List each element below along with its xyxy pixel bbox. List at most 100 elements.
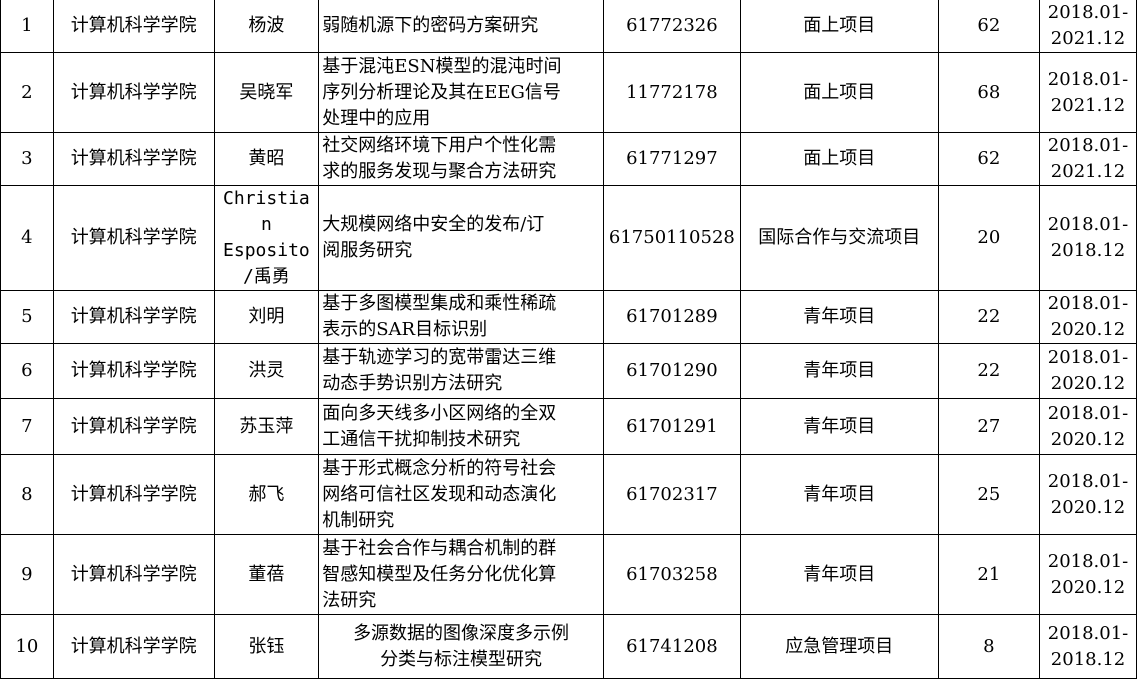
project-code-cell: 61701289: [602, 290, 741, 344]
period-cell-line: 2018.01-: [1047, 402, 1129, 424]
funding-amount-cell: 27: [937, 398, 1041, 455]
project-title-cell-line: 工通信干扰抑制技术研究: [322, 428, 521, 450]
row-number: 5: [0, 290, 54, 344]
project-title-cell-line: 分类与标注模型研究: [380, 648, 543, 670]
funding-amount-cell: 62: [937, 0, 1041, 53]
leader-cell-line: 董蓓: [248, 563, 285, 585]
leader-cell: 黄昭: [213, 132, 320, 186]
funding-amount-cell: 20: [937, 185, 1041, 291]
period-cell: 2018.01- 2020.12: [1039, 454, 1137, 535]
table-row: 1 计算机科学学院 杨波 弱随机源下的密码方案研究 61772326 面上项目 62 2018…: [0, 0, 1137, 53]
project-title-cell-line: 表示的SAR目标识别: [322, 319, 488, 340]
funding-amount-cell: 8: [937, 614, 1041, 679]
project-title-cell-line: 基于形式概念分析的符号社会: [322, 457, 557, 479]
funding-amount-cell: 22: [937, 343, 1041, 399]
project-title-cell-line: 多源数据的图像深度多示例: [353, 622, 570, 644]
period-cell-line: 2020.12: [1050, 576, 1126, 598]
row-number: 7: [0, 398, 54, 455]
college-cell: 计算机科学学院: [52, 343, 215, 399]
row-number: 8: [0, 454, 54, 535]
table-row: 2 计算机科学学院 吴晓军 基于混沌ESN模型的混沌时间 序列分析理论及其在EEG信号处…: [0, 52, 1137, 133]
project-title-cell-line: 弱随机源下的密码方案研究: [322, 15, 539, 36]
project-type-cell: 面上项目: [739, 0, 939, 53]
project-code-cell: 61772326: [602, 0, 741, 53]
project-type-cell: 青年项目: [739, 534, 939, 615]
funding-amount-cell: 25: [937, 454, 1041, 535]
project-title-cell: 基于社会合作与耦合机制的群 智感知模型及任务分化优化算 法研究: [318, 534, 604, 615]
project-title-cell-line: 基于混沌ESN模型的混沌时间: [322, 55, 562, 77]
leader-cell-line: 黄昭: [248, 148, 285, 169]
project-title-cell: 基于形式概念分析的符号社会 网络可信社区发现和动态演化 机制研究: [318, 454, 604, 535]
period-cell: 2018.01- 2018.12: [1039, 185, 1137, 291]
project-title-cell: 面向多天线多小区网络的全双 工通信干扰抑制技术研究: [318, 398, 604, 455]
leader-cell-line: 洪灵: [248, 360, 285, 381]
funding-amount-cell: 68: [937, 52, 1041, 133]
leader-cell-line: 刘明: [248, 306, 285, 327]
leader-cell-line: 杨波: [248, 15, 285, 36]
leader-cell: 郝飞: [213, 454, 320, 535]
project-title-cell-line: 动态手势识别方法研究: [322, 373, 503, 394]
table-row: 5 计算机科学学院 刘明 基于多图模型集成和乘性稀疏 表示的SAR目标识别 6170128…: [0, 290, 1137, 344]
project-code-cell: 61701291: [602, 398, 741, 455]
project-type-cell: 国际合作与交流项目: [739, 185, 939, 291]
period-cell-line: 2021.12: [1050, 161, 1126, 182]
project-type-cell: 青年项目: [739, 343, 939, 399]
project-code-cell: 61771297: [602, 132, 741, 186]
project-title-cell-line: 大规模网络中安全的发布/订: [322, 214, 545, 235]
leader-cell-line: Christia: [223, 188, 310, 209]
period-cell: 2018.01- 2020.12: [1039, 290, 1137, 344]
period-cell: 2018.01- 2021.12: [1039, 132, 1137, 186]
leader-cell-line: n: [260, 214, 272, 235]
project-title-cell-line: 序列分析理论及其在EEG信号: [322, 81, 561, 103]
table-row: 6 计算机科学学院 洪灵 基于轨迹学习的宽带雷达三维 动态手势识别方法研究 6170129…: [0, 343, 1137, 399]
leader-cell: 张钰: [213, 614, 320, 679]
project-title-cell-line: 阅服务研究: [322, 240, 413, 261]
leader-cell: 苏玉萍: [213, 398, 320, 455]
project-type-cell: 面上项目: [739, 132, 939, 186]
project-title-cell: 基于多图模型集成和乘性稀疏 表示的SAR目标识别: [318, 290, 604, 344]
college-cell: 计算机科学学院: [52, 185, 215, 291]
funding-amount-cell: 62: [937, 132, 1041, 186]
project-code-cell: 11772178: [602, 52, 741, 133]
project-title-cell-line: 基于社会合作与耦合机制的群: [322, 537, 557, 559]
funding-amount-cell: 22: [937, 290, 1041, 344]
project-title-cell-line: 智感知模型及任务分化优化算: [322, 563, 557, 585]
period-cell-line: 2020.12: [1050, 319, 1126, 340]
leader-cell-line: 吴晓军: [239, 81, 294, 103]
college-cell: 计算机科学学院: [52, 52, 215, 133]
period-cell: 2018.01- 2021.12: [1039, 52, 1137, 133]
table-row: 8 计算机科学学院 郝飞 基于形式概念分析的符号社会 网络可信社区发现和动态演化 机制研究…: [0, 454, 1137, 535]
project-title-cell-line: 求的服务发现与聚合方法研究: [322, 161, 557, 182]
funding-amount-cell: 21: [937, 534, 1041, 615]
project-title-cell: 大规模网络中安全的发布/订 阅服务研究: [318, 185, 604, 291]
period-cell-line: 2018.01-: [1047, 293, 1129, 314]
row-number: 3: [0, 132, 54, 186]
table-row: 3 计算机科学学院 黄昭 社交网络环境下用户个性化需 求的服务发现与聚合方法研究 6177…: [0, 132, 1137, 186]
project-title-cell: 基于混沌ESN模型的混沌时间 序列分析理论及其在EEG信号 处理中的应用: [318, 52, 604, 133]
table-row: 4 计算机科学学院 Christia n Esposito/禹勇 大规模网络中安全的发布/…: [0, 185, 1137, 291]
project-type-cell: 面上项目: [739, 52, 939, 133]
period-cell: 2018.01- 2020.12: [1039, 343, 1137, 399]
period-cell-line: 2020.12: [1050, 428, 1126, 450]
leader-cell: 刘明: [213, 290, 320, 344]
period-cell-line: 2018.01-: [1047, 68, 1129, 90]
period-cell: 2018.01- 2018.12: [1039, 614, 1137, 679]
row-number: 2: [0, 52, 54, 133]
period-cell-line: 2018.12: [1050, 648, 1126, 670]
project-title-cell-line: 社交网络环境下用户个性化需: [322, 135, 557, 156]
project-title-cell-line: 法研究: [322, 589, 377, 611]
row-number: 10: [0, 614, 54, 679]
leader-cell: 董蓓: [213, 534, 320, 615]
table-row: 7 计算机科学学院 苏玉萍 面向多天线多小区网络的全双 工通信干扰抑制技术研究 61701…: [0, 398, 1137, 455]
period-cell-line: 2018.01-: [1047, 135, 1129, 156]
leader-cell-line: Esposito: [223, 240, 310, 261]
college-cell: 计算机科学学院: [52, 0, 215, 53]
college-cell: 计算机科学学院: [52, 454, 215, 535]
period-cell-line: 2020.12: [1050, 496, 1126, 518]
table-row: 9 计算机科学学院 董蓓 基于社会合作与耦合机制的群 智感知模型及任务分化优化算 法研究 6…: [0, 534, 1137, 615]
project-code-cell: 61750110528: [602, 185, 741, 291]
college-cell: 计算机科学学院: [52, 614, 215, 679]
project-title-cell-line: 处理中的应用: [322, 107, 431, 129]
college-cell: 计算机科学学院: [52, 290, 215, 344]
